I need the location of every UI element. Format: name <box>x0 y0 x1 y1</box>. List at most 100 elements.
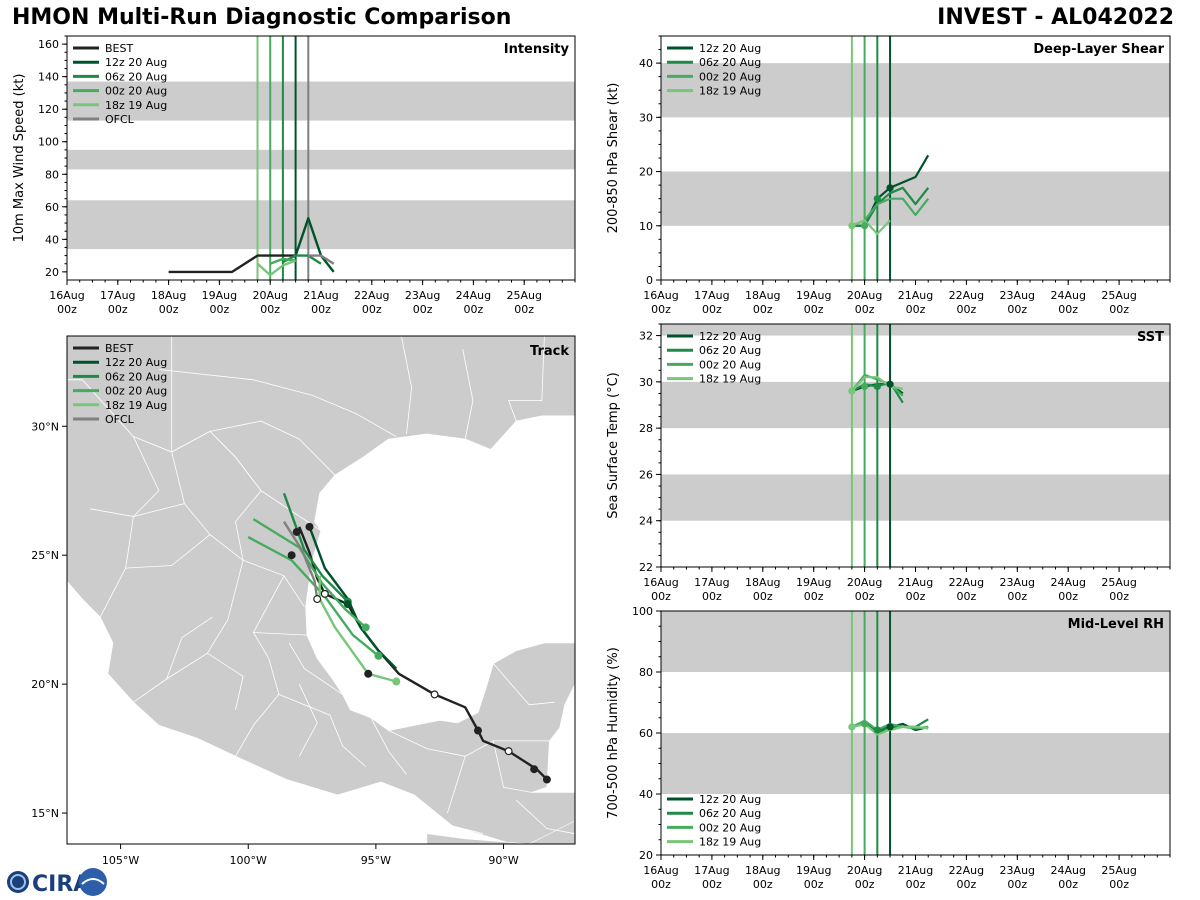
x-tick-hour: 00z <box>311 303 331 316</box>
legend-label-run06z: 06z 20 Aug <box>699 56 761 69</box>
map-frame <box>66 335 576 845</box>
y-tick-label: 60 <box>639 727 653 740</box>
x-tick-day: 24Aug <box>1050 864 1085 877</box>
x-tick-hour: 00z <box>702 590 722 603</box>
legend-label-run18z: 18z 19 Aug <box>699 85 761 98</box>
political-border <box>89 508 134 618</box>
x-tick-hour: 00z <box>804 303 824 316</box>
shear-panel: 01020304016Aug00z17Aug00z18Aug00z19Aug00… <box>606 35 1171 316</box>
x-tick-hour: 00z <box>855 590 875 603</box>
threshold-band <box>67 200 575 250</box>
x-tick-day: 22Aug <box>949 864 984 877</box>
x-tick-day: 25Aug <box>1101 864 1136 877</box>
x-tick-day: 23Aug <box>1000 576 1035 589</box>
y-tick-label: 80 <box>639 666 653 679</box>
track-point-best <box>292 527 301 536</box>
legend-label-run18z: 18z 19 Aug <box>105 99 167 112</box>
data-point-run12z <box>886 723 894 731</box>
track-point-best <box>542 775 551 784</box>
x-tick-day: 20Aug <box>847 576 882 589</box>
data-point-run06z <box>873 195 881 203</box>
track-point-run00z <box>374 651 383 660</box>
y-tick-label: 40 <box>639 788 653 801</box>
threshold-band <box>67 149 575 170</box>
threshold-band <box>67 81 575 121</box>
legend-label-run00z: 00z 20 Aug <box>699 70 761 83</box>
x-tick-day: 21Aug <box>898 864 933 877</box>
y-tick-label: 26 <box>639 468 653 481</box>
x-tick-hour: 00z <box>957 878 977 891</box>
political-border <box>209 420 336 476</box>
x-tick-hour: 00z <box>108 303 128 316</box>
x-tick-hour: 00z <box>651 590 671 603</box>
track-line-ofcl <box>282 521 319 600</box>
series-line-best <box>168 254 296 274</box>
political-border <box>508 336 545 422</box>
y-tick-label: 10 <box>639 220 653 233</box>
x-tick-day: 17Aug <box>100 289 135 302</box>
data-point-run18z <box>848 723 856 731</box>
track-point-best <box>364 669 373 678</box>
political-border <box>370 717 407 775</box>
legend-label-run06z: 06z 20 Aug <box>699 807 761 820</box>
lon-tick-label: 100°W <box>230 854 267 867</box>
x-tick-hour: 00z <box>651 303 671 316</box>
legend-label-run06z: 06z 20 Aug <box>699 344 761 357</box>
x-tick-hour: 00z <box>753 878 773 891</box>
cira-globe-ring <box>10 874 26 890</box>
x-tick-day: 16Aug <box>643 576 678 589</box>
x-tick-day: 18Aug <box>151 289 186 302</box>
track-point-best <box>473 726 482 735</box>
data-point-run00z <box>861 382 869 391</box>
political-border <box>447 756 466 814</box>
data-point-run00z <box>861 222 869 230</box>
land-pacific-coast <box>426 820 575 844</box>
x-tick-day: 22Aug <box>949 576 984 589</box>
cira-logo: CIRA <box>7 868 107 897</box>
track-panel: 105°W 100°W 95°W 90°W 15°N 20°N 25°N 30°N Track B… <box>31 335 576 867</box>
figure-title: HMON Multi-Run Diagnostic Comparison <box>12 5 512 30</box>
y-tick-label: 20 <box>639 849 653 862</box>
sst-panel: 22242628303216Aug00z17Aug00z18Aug00z19Au… <box>606 323 1171 603</box>
x-tick-hour: 00z <box>413 303 433 316</box>
y-axis-label: 700-500 hPa Humidity (%) <box>606 647 621 819</box>
legend-label-run12z: 12z 20 Aug <box>699 330 761 343</box>
x-tick-hour: 00z <box>1007 590 1027 603</box>
political-border <box>452 825 484 835</box>
political-border <box>492 663 555 706</box>
x-tick-hour: 00z <box>651 878 671 891</box>
political-border <box>133 436 160 517</box>
x-tick-hour: 00z <box>753 590 773 603</box>
x-tick-day: 17Aug <box>694 864 729 877</box>
data-point-run18z <box>848 222 856 230</box>
panel-label: Track <box>530 344 569 359</box>
political-border <box>171 451 244 561</box>
y-tick-label: 140 <box>38 71 59 84</box>
track-line-run06z <box>282 492 349 603</box>
y-tick-label: 30 <box>639 376 653 389</box>
x-tick-hour: 00z <box>464 303 484 316</box>
x-tick-day: 23Aug <box>1000 864 1035 877</box>
track-point-best <box>530 765 539 774</box>
track-point-best <box>320 589 329 598</box>
legend-label-run06z: 06z 20 Aug <box>105 70 167 83</box>
track-map-area <box>67 336 575 844</box>
political-border <box>516 799 575 835</box>
threshold-band <box>661 733 1170 794</box>
y-tick-label: 60 <box>45 201 59 214</box>
x-tick-hour: 00z <box>1109 590 1129 603</box>
x-tick-day: 18Aug <box>745 576 780 589</box>
political-border <box>288 642 343 695</box>
x-tick-day: 21Aug <box>898 576 933 589</box>
track-point-best <box>287 551 296 560</box>
political-border <box>235 575 285 757</box>
x-tick-day: 20Aug <box>847 289 882 302</box>
legend-label-run00z: 00z 20 Aug <box>105 85 167 98</box>
x-tick-hour: 00z <box>514 303 534 316</box>
track-point-best <box>305 522 314 531</box>
y-tick-label: 30 <box>639 111 653 124</box>
x-tick-hour: 00z <box>57 303 77 316</box>
series-line-run12z <box>294 216 335 273</box>
x-tick-day: 16Aug <box>49 289 84 302</box>
lon-tick-label: 95°W <box>361 854 391 867</box>
